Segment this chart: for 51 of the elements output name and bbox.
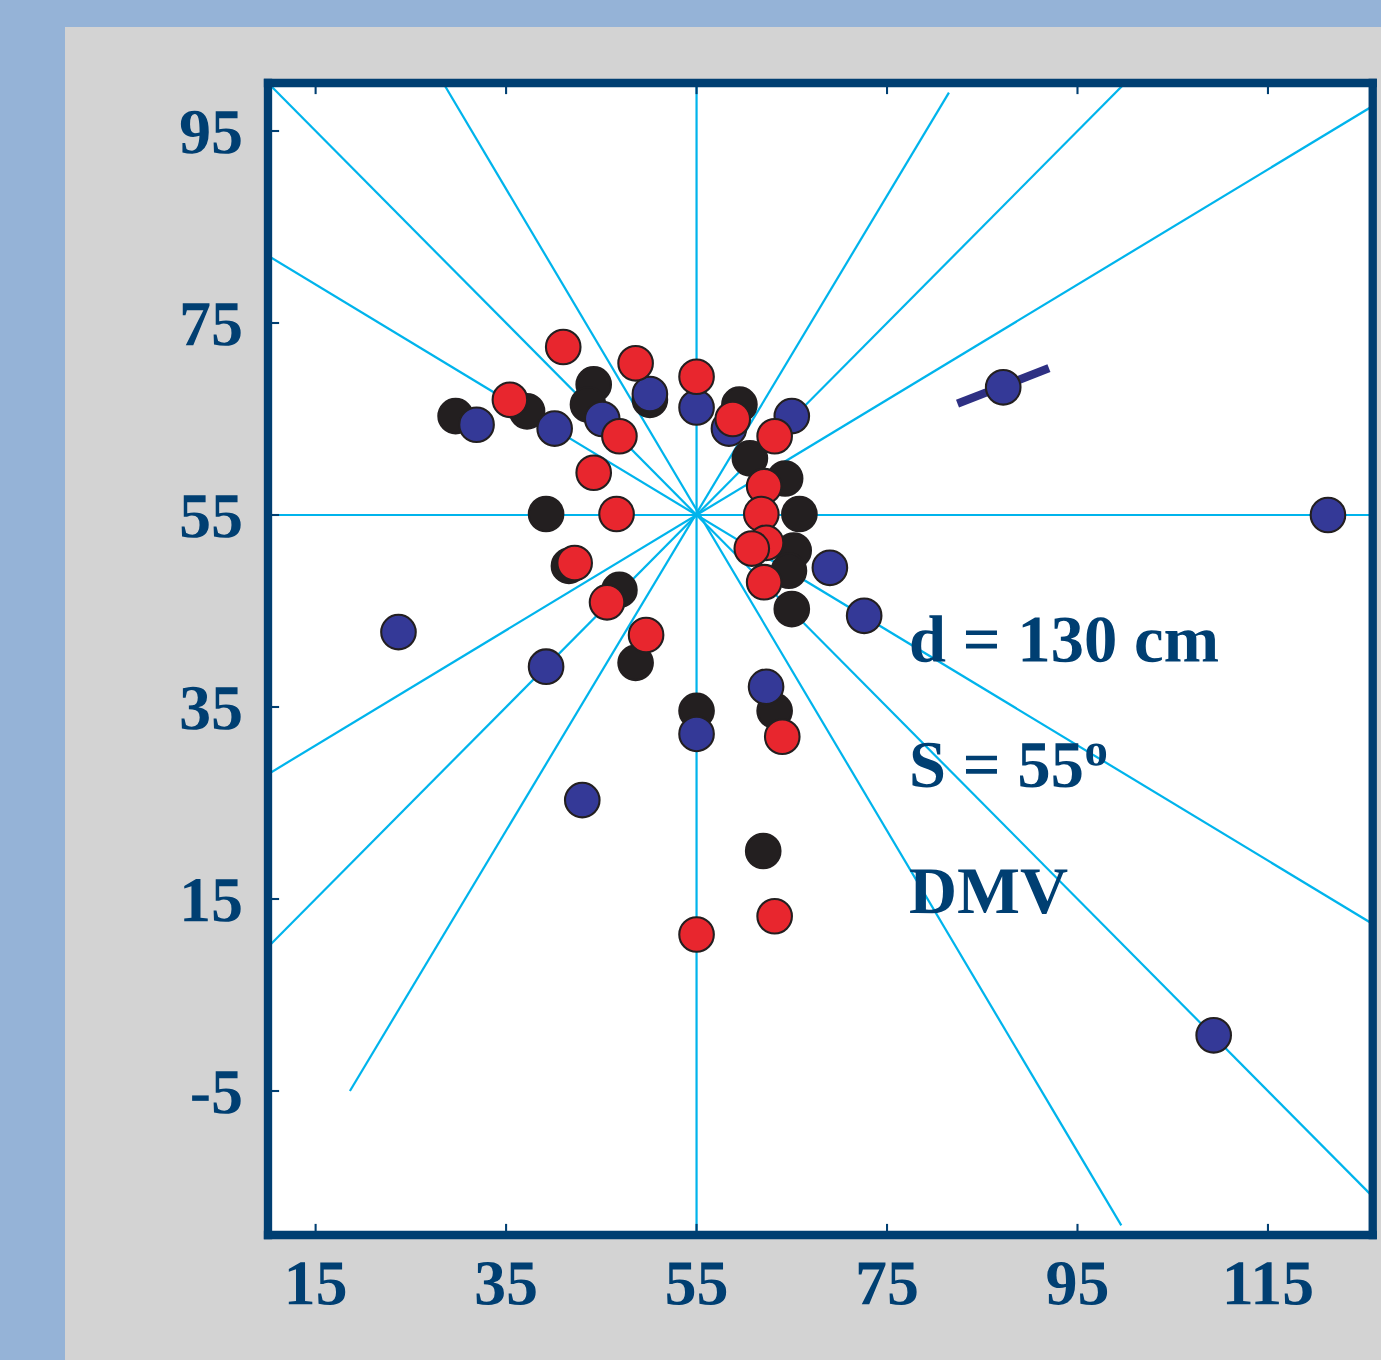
y-tick-label: 15 xyxy=(184,878,241,922)
point xyxy=(763,718,801,756)
point xyxy=(588,584,626,621)
point xyxy=(380,613,417,651)
point xyxy=(598,495,635,533)
point xyxy=(781,495,818,533)
point xyxy=(631,375,669,413)
point xyxy=(756,897,793,935)
y-tick-label: 55 xyxy=(181,495,241,538)
point xyxy=(575,454,613,492)
point xyxy=(678,916,715,953)
point xyxy=(714,400,752,438)
point xyxy=(1309,496,1347,534)
point xyxy=(733,530,771,567)
point xyxy=(731,440,769,477)
point xyxy=(845,597,883,635)
point xyxy=(458,406,495,444)
point xyxy=(678,715,715,753)
point xyxy=(544,328,582,366)
point xyxy=(742,495,780,533)
point xyxy=(747,668,785,706)
point xyxy=(491,381,529,419)
y-tick-label: 95 xyxy=(180,110,241,154)
point xyxy=(617,644,654,682)
point xyxy=(744,832,782,870)
point xyxy=(527,495,565,533)
point xyxy=(678,389,715,426)
y-tick-label: 35 xyxy=(181,686,241,730)
annotation: d = 130 cm xyxy=(911,615,1218,663)
x-tick-label: 115 xyxy=(1226,1262,1312,1305)
point xyxy=(627,616,665,654)
point xyxy=(556,544,593,582)
point xyxy=(601,417,638,455)
x-tick-label: 95 xyxy=(1047,1262,1108,1305)
y-tick-label: -5 xyxy=(192,1071,241,1114)
point xyxy=(678,358,715,396)
y-tick-label: 75 xyxy=(182,303,241,346)
point xyxy=(563,781,601,819)
x-tick-label: 15 xyxy=(288,1262,346,1305)
x-tick-label: 75 xyxy=(858,1262,917,1305)
point xyxy=(617,344,654,382)
point xyxy=(745,563,783,601)
point xyxy=(527,648,565,686)
point xyxy=(984,368,1022,406)
point xyxy=(773,590,811,628)
point xyxy=(1195,1016,1233,1054)
point xyxy=(811,549,849,587)
x-tick-label: 35 xyxy=(476,1262,536,1305)
point xyxy=(756,417,793,455)
point xyxy=(536,410,573,447)
x-tick-label: 55 xyxy=(667,1262,727,1305)
